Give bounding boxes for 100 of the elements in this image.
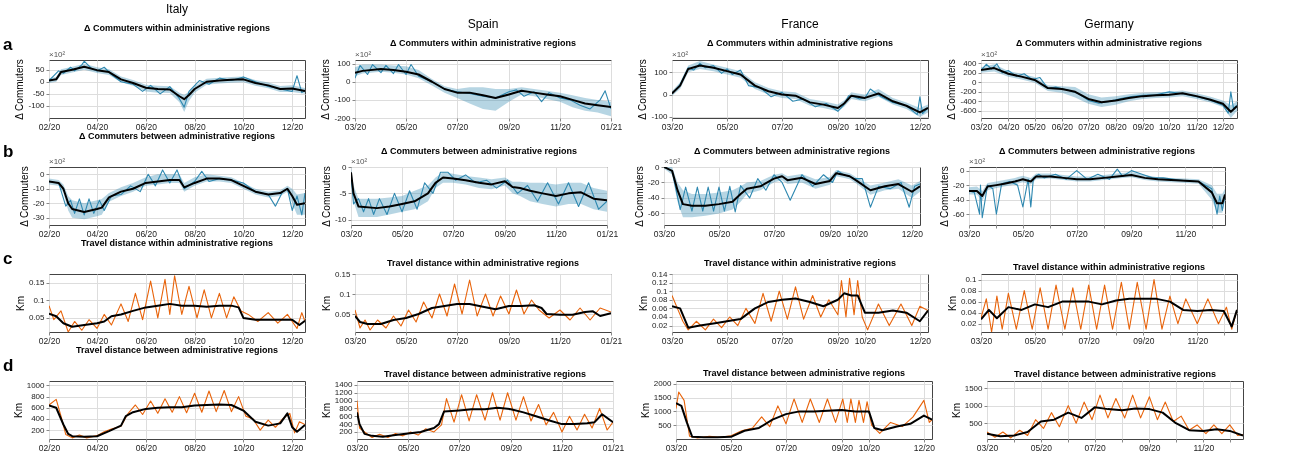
x-tick-label: 05/20 (1030, 442, 1053, 453)
x-tick-label: 12/20 (913, 442, 936, 453)
x-tick-label: 07/20 (763, 228, 786, 239)
y-tick-label: 0.1 (33, 295, 46, 305)
y-tick-label: 0.1 (965, 275, 978, 285)
line-series (49, 65, 305, 101)
x-tick-label: 08/20 (184, 335, 206, 346)
x-tick-label: 09/20 (500, 442, 523, 453)
y-tick-label: -50 (32, 89, 46, 99)
x-tick-label: 01/21 (602, 442, 625, 453)
chart-title: Travel distance between administrative regions (1013, 369, 1217, 379)
text: c (3, 249, 13, 268)
line-series (969, 173, 1225, 205)
y-tick-label: 1000 (26, 380, 46, 390)
x-tick-label: 04/20 (86, 121, 109, 132)
y-tick-label: 0.05 (28, 313, 46, 323)
line-series (357, 392, 613, 438)
x-tick-label: 08/20 (184, 442, 206, 453)
x-tick-label: 01/21 (596, 228, 619, 239)
x-tick-label: 09/20 (831, 442, 854, 453)
text: ×10² (981, 50, 998, 59)
y-tick-label: -5 (339, 188, 348, 198)
chart-title: Δ Commuters within administrative regions (706, 38, 894, 48)
text: b (3, 142, 14, 161)
line-series (987, 406, 1243, 438)
chart-title: Travel distance between administrative regions (75, 345, 279, 355)
x-tick-label: 03/20 (661, 121, 684, 132)
y-tick-label: 0.02 (651, 321, 669, 331)
line-series (49, 403, 305, 438)
x-tick-label: 10/20 (233, 442, 255, 453)
x-tick-label: 10/20 (233, 335, 255, 346)
x-tick-label: 09/20 (1132, 121, 1155, 132)
x-tick-label: 02/20 (38, 121, 61, 132)
y-tick-label: 200 (339, 427, 354, 437)
y-tick-label: 0 (972, 77, 978, 87)
x-tick-label: 03/20 (970, 121, 993, 132)
y-tick-label: 0 (655, 162, 661, 172)
y-axis-title: Km (637, 296, 649, 311)
y-tick-label: 1000 (334, 396, 354, 406)
text: ×10² (49, 50, 66, 59)
x-tick-label: 05/20 (397, 442, 420, 453)
y-tick-label: 1500 (964, 383, 984, 393)
x-tick-label: 11/20 (1175, 228, 1197, 239)
x-tick-label: 03/20 (970, 335, 993, 346)
y-tick-label: 1400 (334, 380, 354, 390)
x-tick-label: 05/20 (1012, 228, 1035, 239)
x-tick-label: 10/20 (233, 228, 255, 239)
y-tick-label: -40 (647, 193, 661, 203)
x-tick-label: 07/20 (771, 121, 794, 132)
y-tick-label: -100 (28, 101, 46, 111)
y-tick-label: 0 (342, 162, 348, 172)
y-axis-title: Km (946, 296, 958, 311)
line-series (676, 402, 932, 439)
y-tick-label: -10 (32, 184, 46, 194)
y-tick-label: -20 (952, 180, 966, 190)
x-tick-label: 03/20 (340, 228, 363, 239)
y-tick-label: 0.05 (334, 309, 352, 319)
x-tick-label: 11/20 (552, 442, 574, 453)
x-tick-label: 07/20 (775, 442, 798, 453)
y-tick-label: 600 (31, 403, 46, 413)
x-tick-label: 03/20 (958, 228, 981, 239)
chart-title: Δ Commuters between administrative regions (78, 131, 276, 141)
x-tick-label: 05/20 (716, 121, 739, 132)
line-series (49, 275, 305, 332)
y-tick-label: 0.08 (960, 286, 978, 296)
x-tick-label: 12/20 (282, 335, 304, 346)
y-tick-label: 200 (963, 68, 978, 78)
x-tick-label: 09/20 (1133, 335, 1155, 346)
y-tick-label: -600 (960, 106, 978, 116)
x-tick-label: 05/20 (391, 228, 414, 239)
line-series (969, 168, 1225, 219)
y-tick-label: 2000 (653, 379, 673, 389)
x-tick-label: 09/20 (827, 335, 850, 346)
line-series (49, 302, 305, 328)
line-series (357, 406, 613, 438)
x-tick-label: 07/20 (446, 335, 469, 346)
text: ×10² (969, 157, 986, 166)
x-tick-label: 09/20 (494, 228, 517, 239)
y-tick-label: 1000 (964, 401, 984, 411)
x-tick-label: 08/20 (1105, 121, 1127, 132)
x-tick-label: 09/20 (1121, 228, 1143, 239)
y-tick-label: 0 (346, 77, 352, 87)
chart-title: Travel distance within administrative regions (1012, 262, 1206, 272)
text: ×10² (49, 157, 66, 166)
line-series (981, 278, 1237, 332)
x-tick-label: 03/20 (976, 442, 999, 453)
x-tick-label: 09/20 (498, 121, 521, 132)
text: ×10² (351, 157, 368, 166)
y-axis-title: Δ Commuters (946, 59, 958, 120)
text: ×10² (355, 50, 372, 59)
y-tick-label: 0.1 (339, 289, 352, 299)
x-tick-label: 07/20 (446, 121, 469, 132)
x-tick-label: 04/20 (998, 121, 1020, 132)
x-tick-label: 03/20 (661, 335, 684, 346)
x-tick-label: 11/20 (550, 121, 572, 132)
x-tick-label: 03/20 (344, 335, 367, 346)
x-tick-label: 05/20 (1024, 335, 1047, 346)
x-tick-label: 06/20 (135, 228, 158, 239)
x-tick-label: 07/20 (442, 228, 465, 239)
y-tick-label: -30 (32, 213, 46, 223)
